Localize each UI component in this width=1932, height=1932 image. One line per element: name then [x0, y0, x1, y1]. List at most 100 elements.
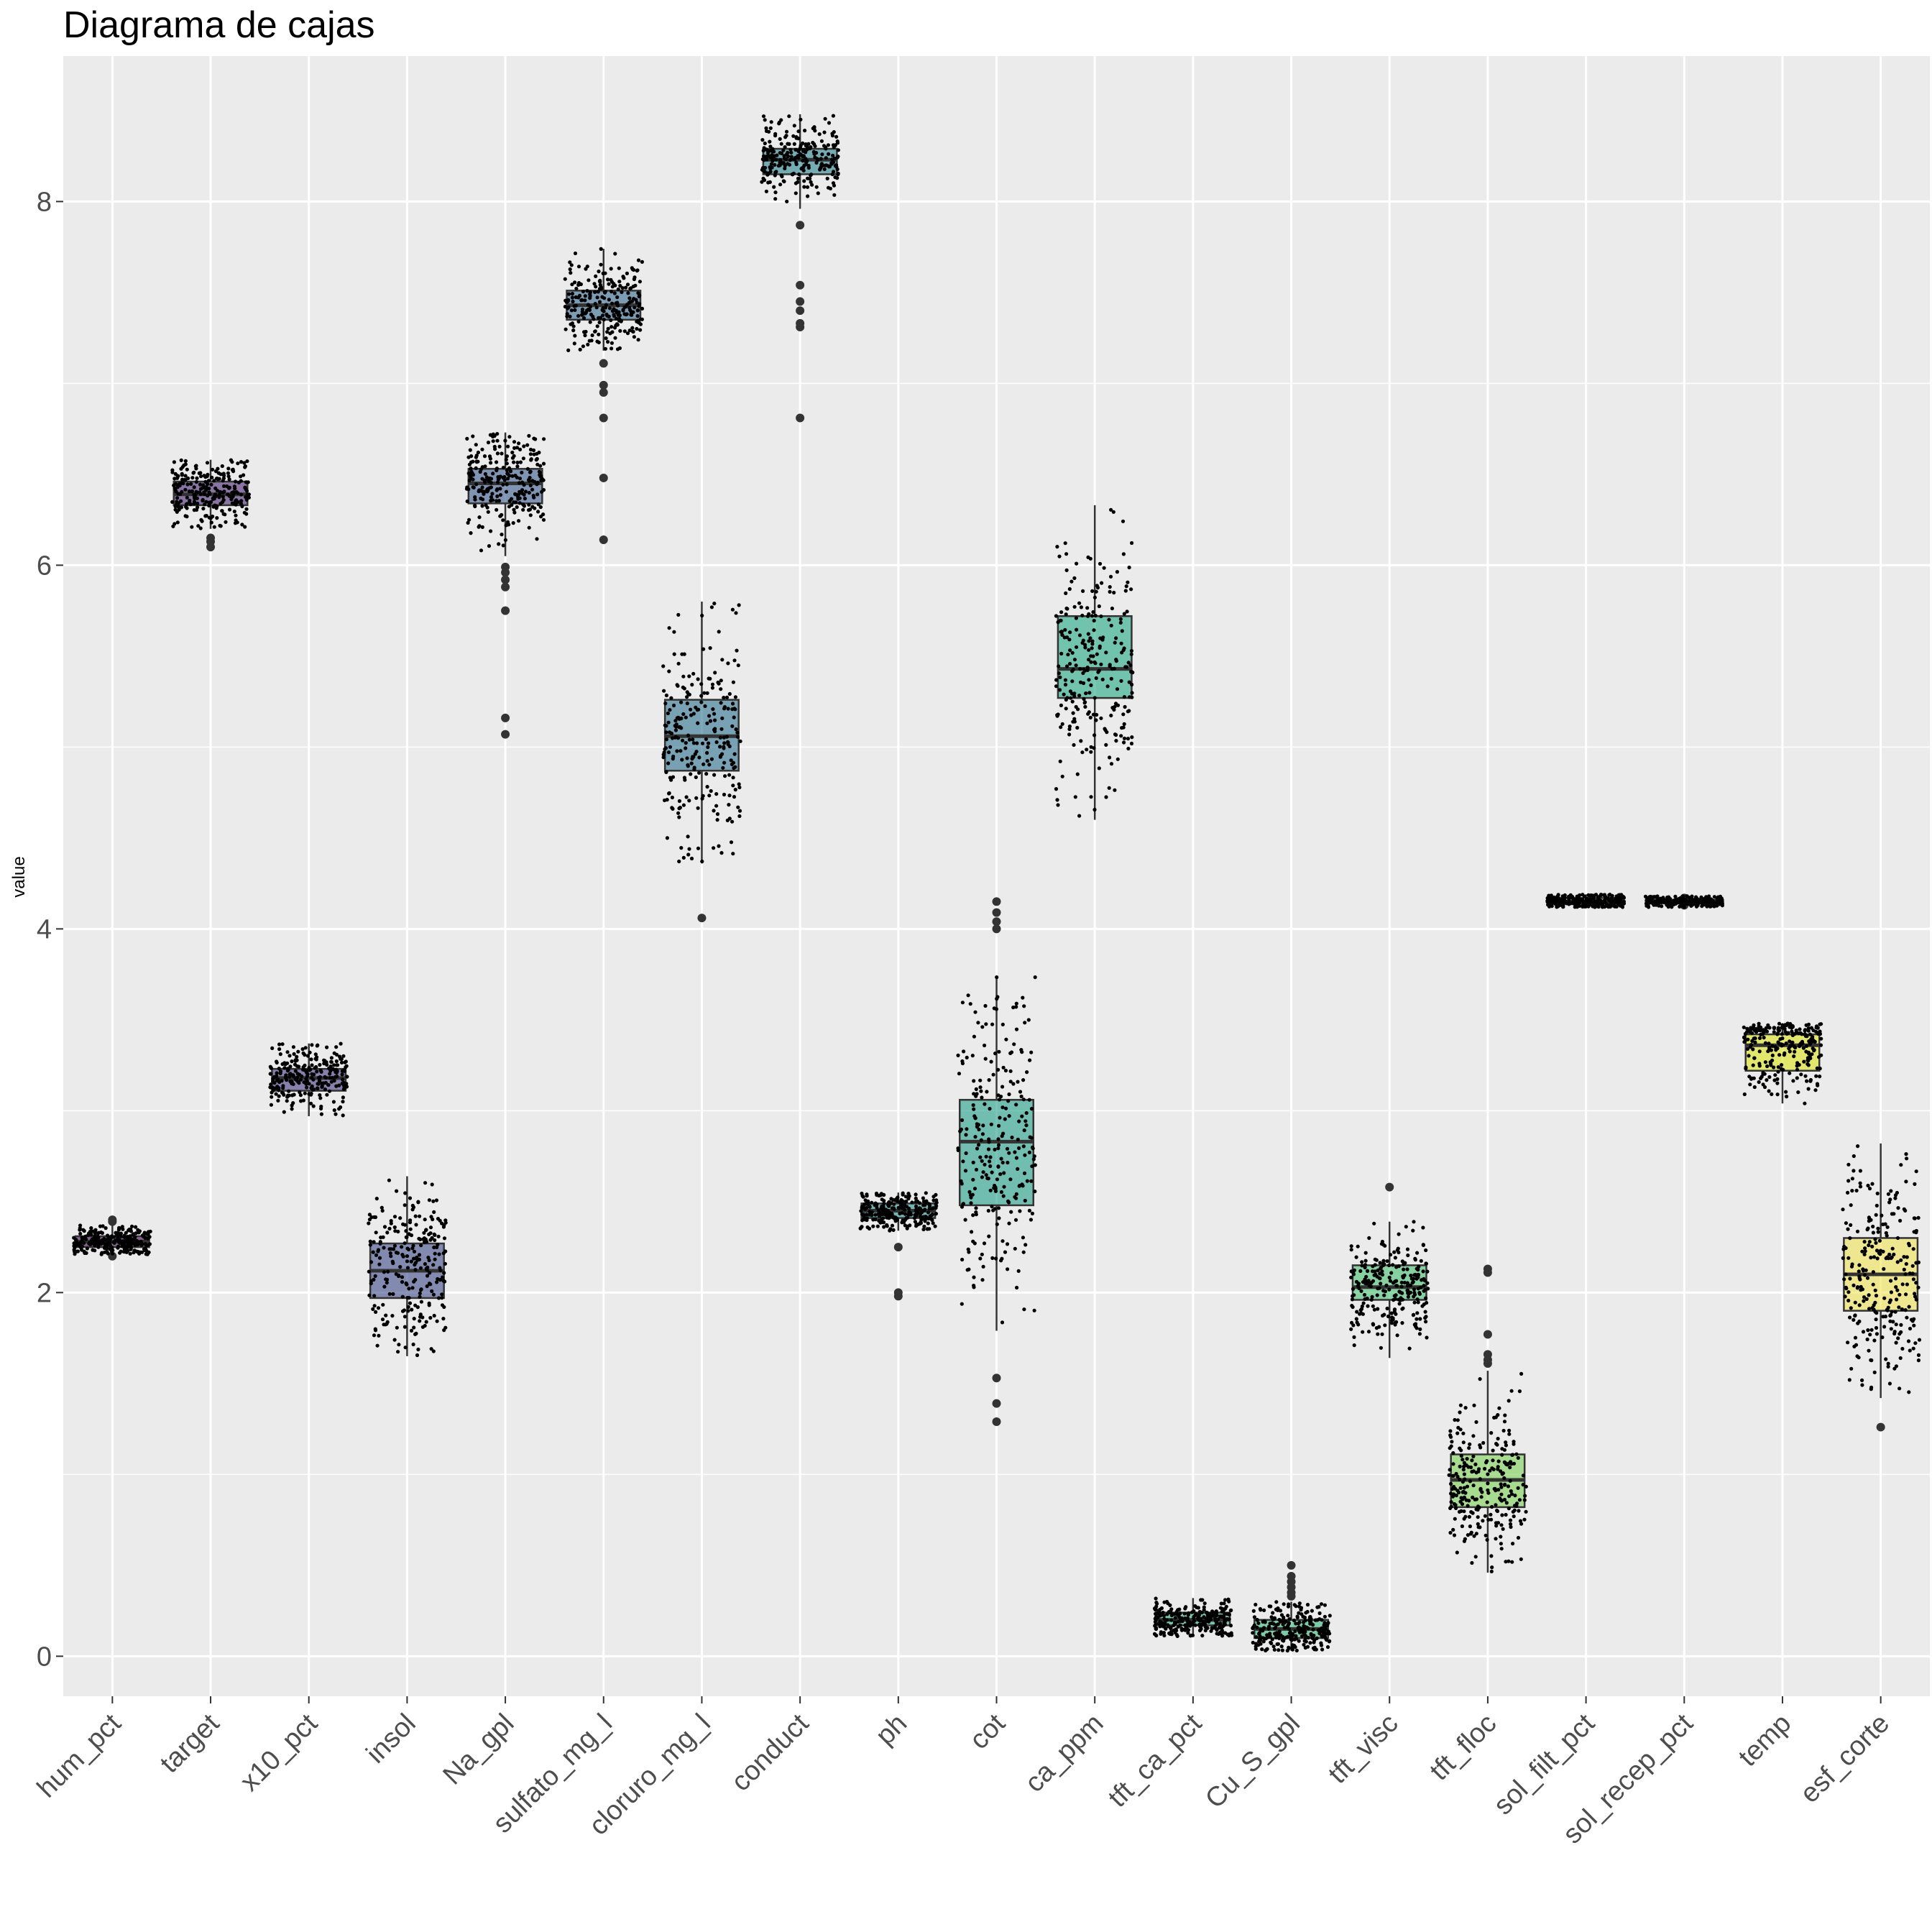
jitter-point [1862, 1295, 1867, 1300]
outlier-point [796, 322, 805, 331]
jitter-point [116, 1246, 120, 1250]
jitter-point [1016, 1269, 1021, 1273]
jitter-point [1202, 1601, 1207, 1606]
jitter-point [407, 1232, 411, 1236]
jitter-point [988, 1155, 993, 1159]
jitter-point [715, 812, 720, 816]
jitter-point [782, 179, 786, 184]
jitter-point [1611, 901, 1616, 906]
box-insol [367, 1176, 448, 1358]
jitter-point [423, 1262, 428, 1266]
jitter-point [381, 1302, 385, 1307]
jitter-point [822, 167, 827, 172]
jitter-point [981, 1123, 985, 1128]
jitter-point [207, 515, 211, 520]
jitter-point [735, 730, 740, 735]
jitter-point [1788, 1049, 1792, 1054]
jitter-point [414, 1331, 418, 1335]
jitter-point [720, 752, 724, 756]
jitter-point [1381, 1261, 1386, 1266]
jitter-point [1790, 1029, 1794, 1034]
jitter-point [1088, 556, 1092, 561]
jitter-point [332, 1063, 336, 1067]
jitter-point [1169, 1625, 1173, 1629]
jitter-point [1816, 1031, 1821, 1036]
jitter-point [416, 1200, 420, 1205]
jitter-point [679, 846, 684, 850]
jitter-point [738, 739, 742, 743]
jitter-point [678, 806, 683, 810]
jitter-point [983, 1003, 988, 1008]
jitter-point [1449, 1491, 1453, 1496]
jitter-point [1886, 1364, 1890, 1368]
jitter-point [1024, 1110, 1029, 1116]
jitter-point [959, 1179, 963, 1183]
jitter-point [1000, 1022, 1005, 1026]
jitter-point [397, 1273, 401, 1277]
y-tick-label: 8 [37, 187, 52, 217]
jitter-point [712, 602, 717, 606]
jitter-point [272, 1081, 277, 1085]
jitter-point [865, 1213, 869, 1217]
jitter-point [442, 1271, 446, 1275]
outlier-point [992, 924, 1001, 934]
jitter-point [1254, 1635, 1259, 1639]
jitter-point [730, 607, 735, 612]
jitter-point [1383, 1243, 1387, 1248]
jitter-point [1303, 1624, 1307, 1629]
jitter-point [1547, 902, 1551, 907]
jitter-point [288, 1079, 293, 1083]
jitter-point [629, 310, 633, 314]
jitter-point [882, 1199, 886, 1203]
jitter-point [1504, 1440, 1508, 1445]
jitter-point [686, 763, 690, 767]
jitter-point [827, 121, 832, 125]
jitter-point [1776, 1070, 1780, 1074]
jitter-point [1503, 1413, 1507, 1417]
jitter-point [610, 330, 615, 334]
jitter-point [719, 727, 724, 731]
jitter-point [999, 1190, 1003, 1195]
jitter-point [762, 146, 766, 150]
jitter-point [187, 489, 191, 494]
jitter-point [1905, 1255, 1909, 1259]
outlier-point [992, 897, 1001, 906]
jitter-point [812, 142, 816, 147]
jitter-point [93, 1238, 98, 1243]
jitter-point [245, 459, 249, 464]
jitter-point [1072, 742, 1076, 748]
jitter-point [423, 1181, 428, 1185]
jitter-point [625, 312, 629, 316]
jitter-point [986, 1147, 991, 1151]
jitter-point [1325, 1623, 1329, 1627]
jitter-point [974, 1167, 979, 1172]
jitter-point [976, 1021, 980, 1025]
jitter-point [276, 1077, 280, 1082]
jitter-point [1064, 707, 1068, 711]
jitter-point [1903, 1272, 1908, 1276]
jitter-point [441, 1279, 446, 1283]
jitter-point [1080, 750, 1085, 755]
jitter-point [422, 1240, 427, 1244]
jitter-point [1068, 648, 1072, 653]
jitter-point [1397, 1302, 1402, 1306]
jitter-point [1255, 1625, 1259, 1629]
jitter-point [501, 518, 505, 523]
jitter-point [335, 1075, 339, 1079]
jitter-point [521, 507, 525, 512]
jitter-point [402, 1241, 407, 1246]
jitter-point [367, 1293, 372, 1297]
jitter-point [1007, 1221, 1011, 1225]
jitter-point [302, 1080, 306, 1085]
jitter-point [73, 1246, 77, 1250]
jitter-point [1772, 1078, 1777, 1082]
jitter-point [1054, 684, 1059, 689]
jitter-point [198, 526, 203, 530]
chart-title: Diagrama de cajas [63, 4, 375, 46]
jitter-point [996, 1067, 1000, 1072]
jitter-point [1359, 1289, 1363, 1293]
jitter-point [367, 1221, 371, 1225]
jitter-point [483, 464, 487, 469]
jitter-point [610, 341, 615, 345]
jitter-point [291, 1073, 295, 1077]
